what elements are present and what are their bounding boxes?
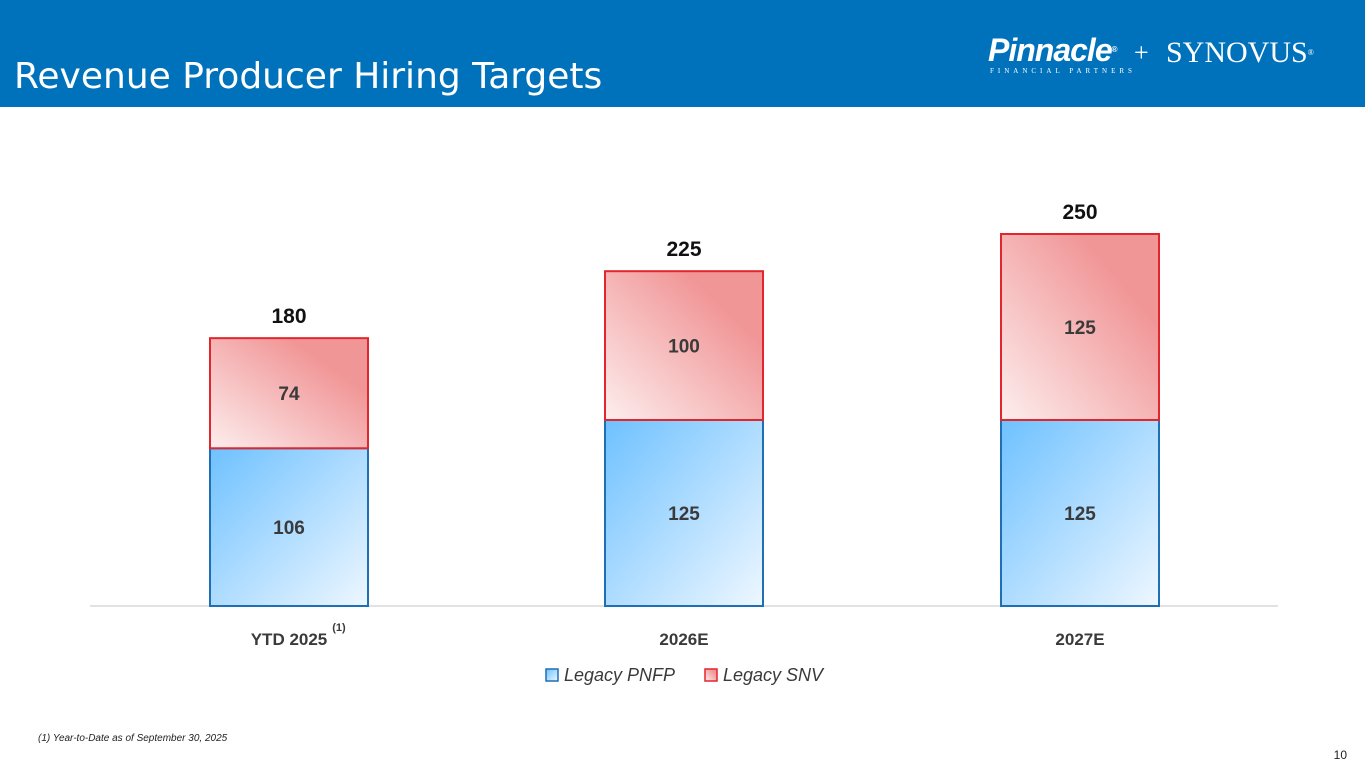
logo-plus-sign: + (1134, 38, 1149, 67)
legend-label-pnfp: Legacy PNFP (564, 665, 675, 685)
chart-plot-area: 106 74 180 YTD 2025 (1) 125 100 225 2026E 125 125 2… (90, 201, 1278, 685)
synovus-logo-text: SYNOVUS (1166, 36, 1308, 69)
bar-pnfp-1 (604, 419, 764, 607)
bar-value-label: 74 (278, 384, 300, 405)
bar-snv-2 (1000, 233, 1160, 421)
pinnacle-logo-subtitle: FINANCIAL PARTNERS (990, 67, 1136, 75)
pinnacle-logo-text: Pinnacle (988, 32, 1113, 68)
pinnacle-registered-mark: ® (1111, 45, 1118, 54)
bar-value-label: 125 (668, 504, 700, 525)
category-tick-label: YTD 2025 (251, 630, 328, 649)
synovus-registered-mark: ® (1307, 48, 1314, 57)
bar-value-label: 125 (1064, 504, 1096, 525)
header-bar (0, 0, 1365, 107)
category-footnote-marker: (1) (332, 622, 346, 634)
legend-label-snv: Legacy SNV (723, 665, 825, 685)
bar-snv-1 (604, 270, 764, 421)
bar-total-label: 180 (271, 305, 306, 328)
bar-total-label: 250 (1062, 201, 1097, 224)
bar-pnfp-2 (1000, 419, 1160, 607)
company-logos: Pinnacle® FINANCIAL PARTNERS + SYNOVUS® (988, 34, 1328, 86)
bar-pnfp-0 (209, 447, 369, 607)
bar-value-label: 106 (273, 518, 305, 539)
category-tick-label: 2026E (659, 630, 708, 649)
bar-total-label: 225 (666, 238, 701, 261)
legend-swatch-pnfp (545, 668, 559, 682)
pinnacle-logo: Pinnacle® (988, 34, 1117, 66)
page-title: Revenue Producer Hiring Targets (14, 56, 603, 97)
hiring-targets-chart: 106 74 180 YTD 2025 (1) 125 100 225 2026E 125 125 2… (90, 201, 1278, 685)
legend-swatch-snv (704, 668, 718, 682)
synovus-logo: SYNOVUS® (1166, 38, 1314, 68)
category-tick-label: 2027E (1055, 630, 1104, 649)
footnote: (1) Year-to-Date as of September 30, 202… (38, 733, 228, 744)
bar-value-label: 125 (1064, 318, 1096, 339)
bar-snv-0 (209, 337, 369, 450)
bar-value-label: 100 (668, 337, 700, 358)
page-number: 10 (1333, 748, 1347, 762)
